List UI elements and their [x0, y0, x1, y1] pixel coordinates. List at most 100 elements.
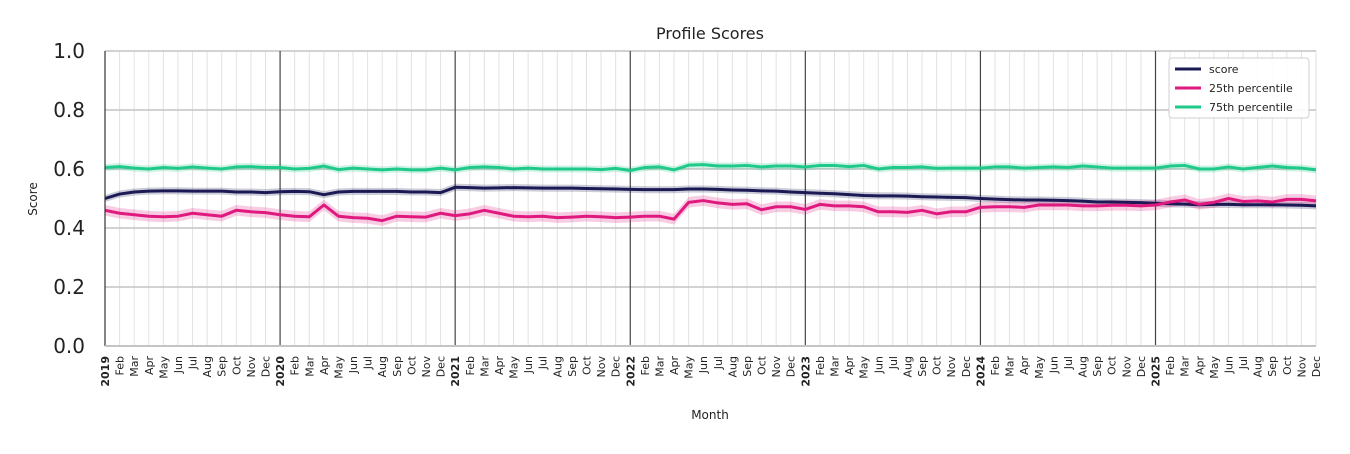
x-tick-month: Jun: [1047, 356, 1060, 374]
x-tick-month: Oct: [230, 355, 243, 375]
x-tick-month: Aug: [726, 356, 739, 377]
x-tick-month: Apr: [843, 356, 856, 376]
x-tick-month: Oct: [1106, 355, 1119, 375]
x-tick-month: May: [157, 356, 170, 379]
x-tick-month: Nov: [595, 356, 608, 378]
x-tick-month: May: [332, 356, 345, 379]
x-tick-month: Dec: [1310, 356, 1323, 377]
x-tick-month: Jun: [522, 356, 535, 374]
x-tick-month: Nov: [245, 356, 258, 378]
x-tick-month: Jun: [347, 356, 360, 374]
line-25th-percentile: [104, 197, 1317, 223]
y-tick-label: 0.6: [53, 157, 85, 181]
x-tick-month: Jul: [712, 356, 725, 370]
x-tick-month: Nov: [945, 356, 958, 378]
band-25th-percentile: [105, 193, 1316, 226]
x-tick-month: Nov: [1295, 356, 1308, 378]
x-tick-month: May: [508, 356, 521, 379]
x-tick-month: Oct: [580, 355, 593, 375]
x-tick-month: Apr: [143, 356, 156, 376]
x-tick-month: Apr: [1018, 356, 1031, 376]
legend-box: [1168, 57, 1310, 119]
x-tick-month: Apr: [318, 356, 331, 376]
x-tick-month: Sep: [216, 356, 229, 377]
x-tick-month: Mar: [1004, 356, 1017, 377]
x-tick-month: Mar: [829, 356, 842, 377]
legend-label: 75th percentile: [1209, 101, 1293, 114]
x-tick-month: Nov: [1120, 356, 1133, 378]
x-tick-month: May: [683, 356, 696, 379]
band-score: [105, 183, 1316, 210]
x-tick-month: Aug: [901, 356, 914, 377]
x-tick-month: Sep: [1266, 356, 1279, 377]
x-tick-month: Jun: [172, 356, 185, 374]
x-tick-month: Dec: [960, 356, 973, 377]
x-tick-month: Oct: [756, 355, 769, 375]
x-tick-month: Jul: [1237, 356, 1250, 370]
x-tick-month: Dec: [610, 356, 623, 377]
x-tick-month: Jul: [537, 356, 550, 370]
x-tick-month: Sep: [566, 356, 579, 377]
x-tick-month: Dec: [785, 356, 798, 377]
x-tick-month: Dec: [435, 356, 448, 377]
x-tick-month: Mar: [1179, 356, 1192, 377]
x-tick-year: 2023: [799, 356, 812, 387]
x-tick-month: Jun: [872, 356, 885, 374]
x-tick-month: Oct: [1281, 355, 1294, 375]
x-tick-month: Jul: [187, 356, 200, 370]
x-tick-month: Apr: [493, 356, 506, 376]
x-tick-year: 2024: [974, 356, 987, 387]
x-tick-year: 2019: [99, 356, 112, 387]
chart-title: Profile Scores: [656, 24, 764, 43]
x-tick-month: Jul: [887, 356, 900, 370]
x-tick-month: Aug: [201, 356, 214, 377]
x-tick-month: Apr: [1193, 356, 1206, 376]
y-tick-label: 0.0: [53, 334, 85, 358]
y-tick-label: 0.4: [53, 216, 85, 240]
x-tick-month: Mar: [478, 356, 491, 377]
series-lines: [104, 163, 1317, 223]
x-tick-month: Dec: [259, 356, 272, 377]
x-tick-month: Dec: [1135, 356, 1148, 377]
x-tick-year: 2025: [1150, 356, 1163, 387]
x-axis-label: Month: [691, 408, 729, 422]
legend-label: 25th percentile: [1209, 82, 1293, 95]
x-tick-month: Aug: [551, 356, 564, 377]
x-tick-month: Feb: [639, 356, 652, 375]
x-tick-month: Aug: [1077, 356, 1090, 377]
x-tick-month: Jun: [697, 356, 710, 374]
x-tick-month: Oct: [405, 355, 418, 375]
y-tick-label: 1.0: [53, 39, 85, 63]
x-tick-month: May: [1033, 356, 1046, 379]
y-axis-label: Score: [26, 182, 40, 216]
x-tick-month: Nov: [420, 356, 433, 378]
line-75th-percentile: [104, 163, 1317, 172]
x-tick-month: Mar: [653, 356, 666, 377]
x-tick-month: Nov: [770, 356, 783, 378]
x-tick-month: Feb: [114, 356, 127, 375]
y-tick-label: 0.8: [53, 98, 85, 122]
x-tick-year: 2020: [274, 356, 287, 387]
x-tick-month: Jun: [1222, 356, 1235, 374]
y-tick-label: 0.2: [53, 275, 85, 299]
legend-label: score: [1209, 63, 1239, 76]
x-tick-month: Sep: [1091, 356, 1104, 377]
x-tick-month: Mar: [128, 356, 141, 377]
x-tick-year: 2021: [449, 356, 462, 387]
x-tick-year: 2022: [624, 356, 637, 387]
x-tick-month: Feb: [1164, 356, 1177, 375]
line-score: [104, 185, 1317, 208]
x-tick-month: Sep: [741, 356, 754, 377]
x-tick-month: Oct: [931, 355, 944, 375]
x-tick-month: Aug: [1252, 356, 1265, 377]
x-tick-month: Feb: [989, 356, 1002, 375]
x-tick-month: Jul: [362, 356, 375, 370]
legend: score 25th percentile 75th percentile: [1168, 57, 1310, 119]
x-tick-month: May: [1208, 356, 1221, 379]
x-tick-month: Feb: [814, 356, 827, 375]
x-tick-month: Sep: [391, 356, 404, 377]
x-tick-month: Jul: [1062, 356, 1075, 370]
x-tick-month: Mar: [303, 356, 316, 377]
